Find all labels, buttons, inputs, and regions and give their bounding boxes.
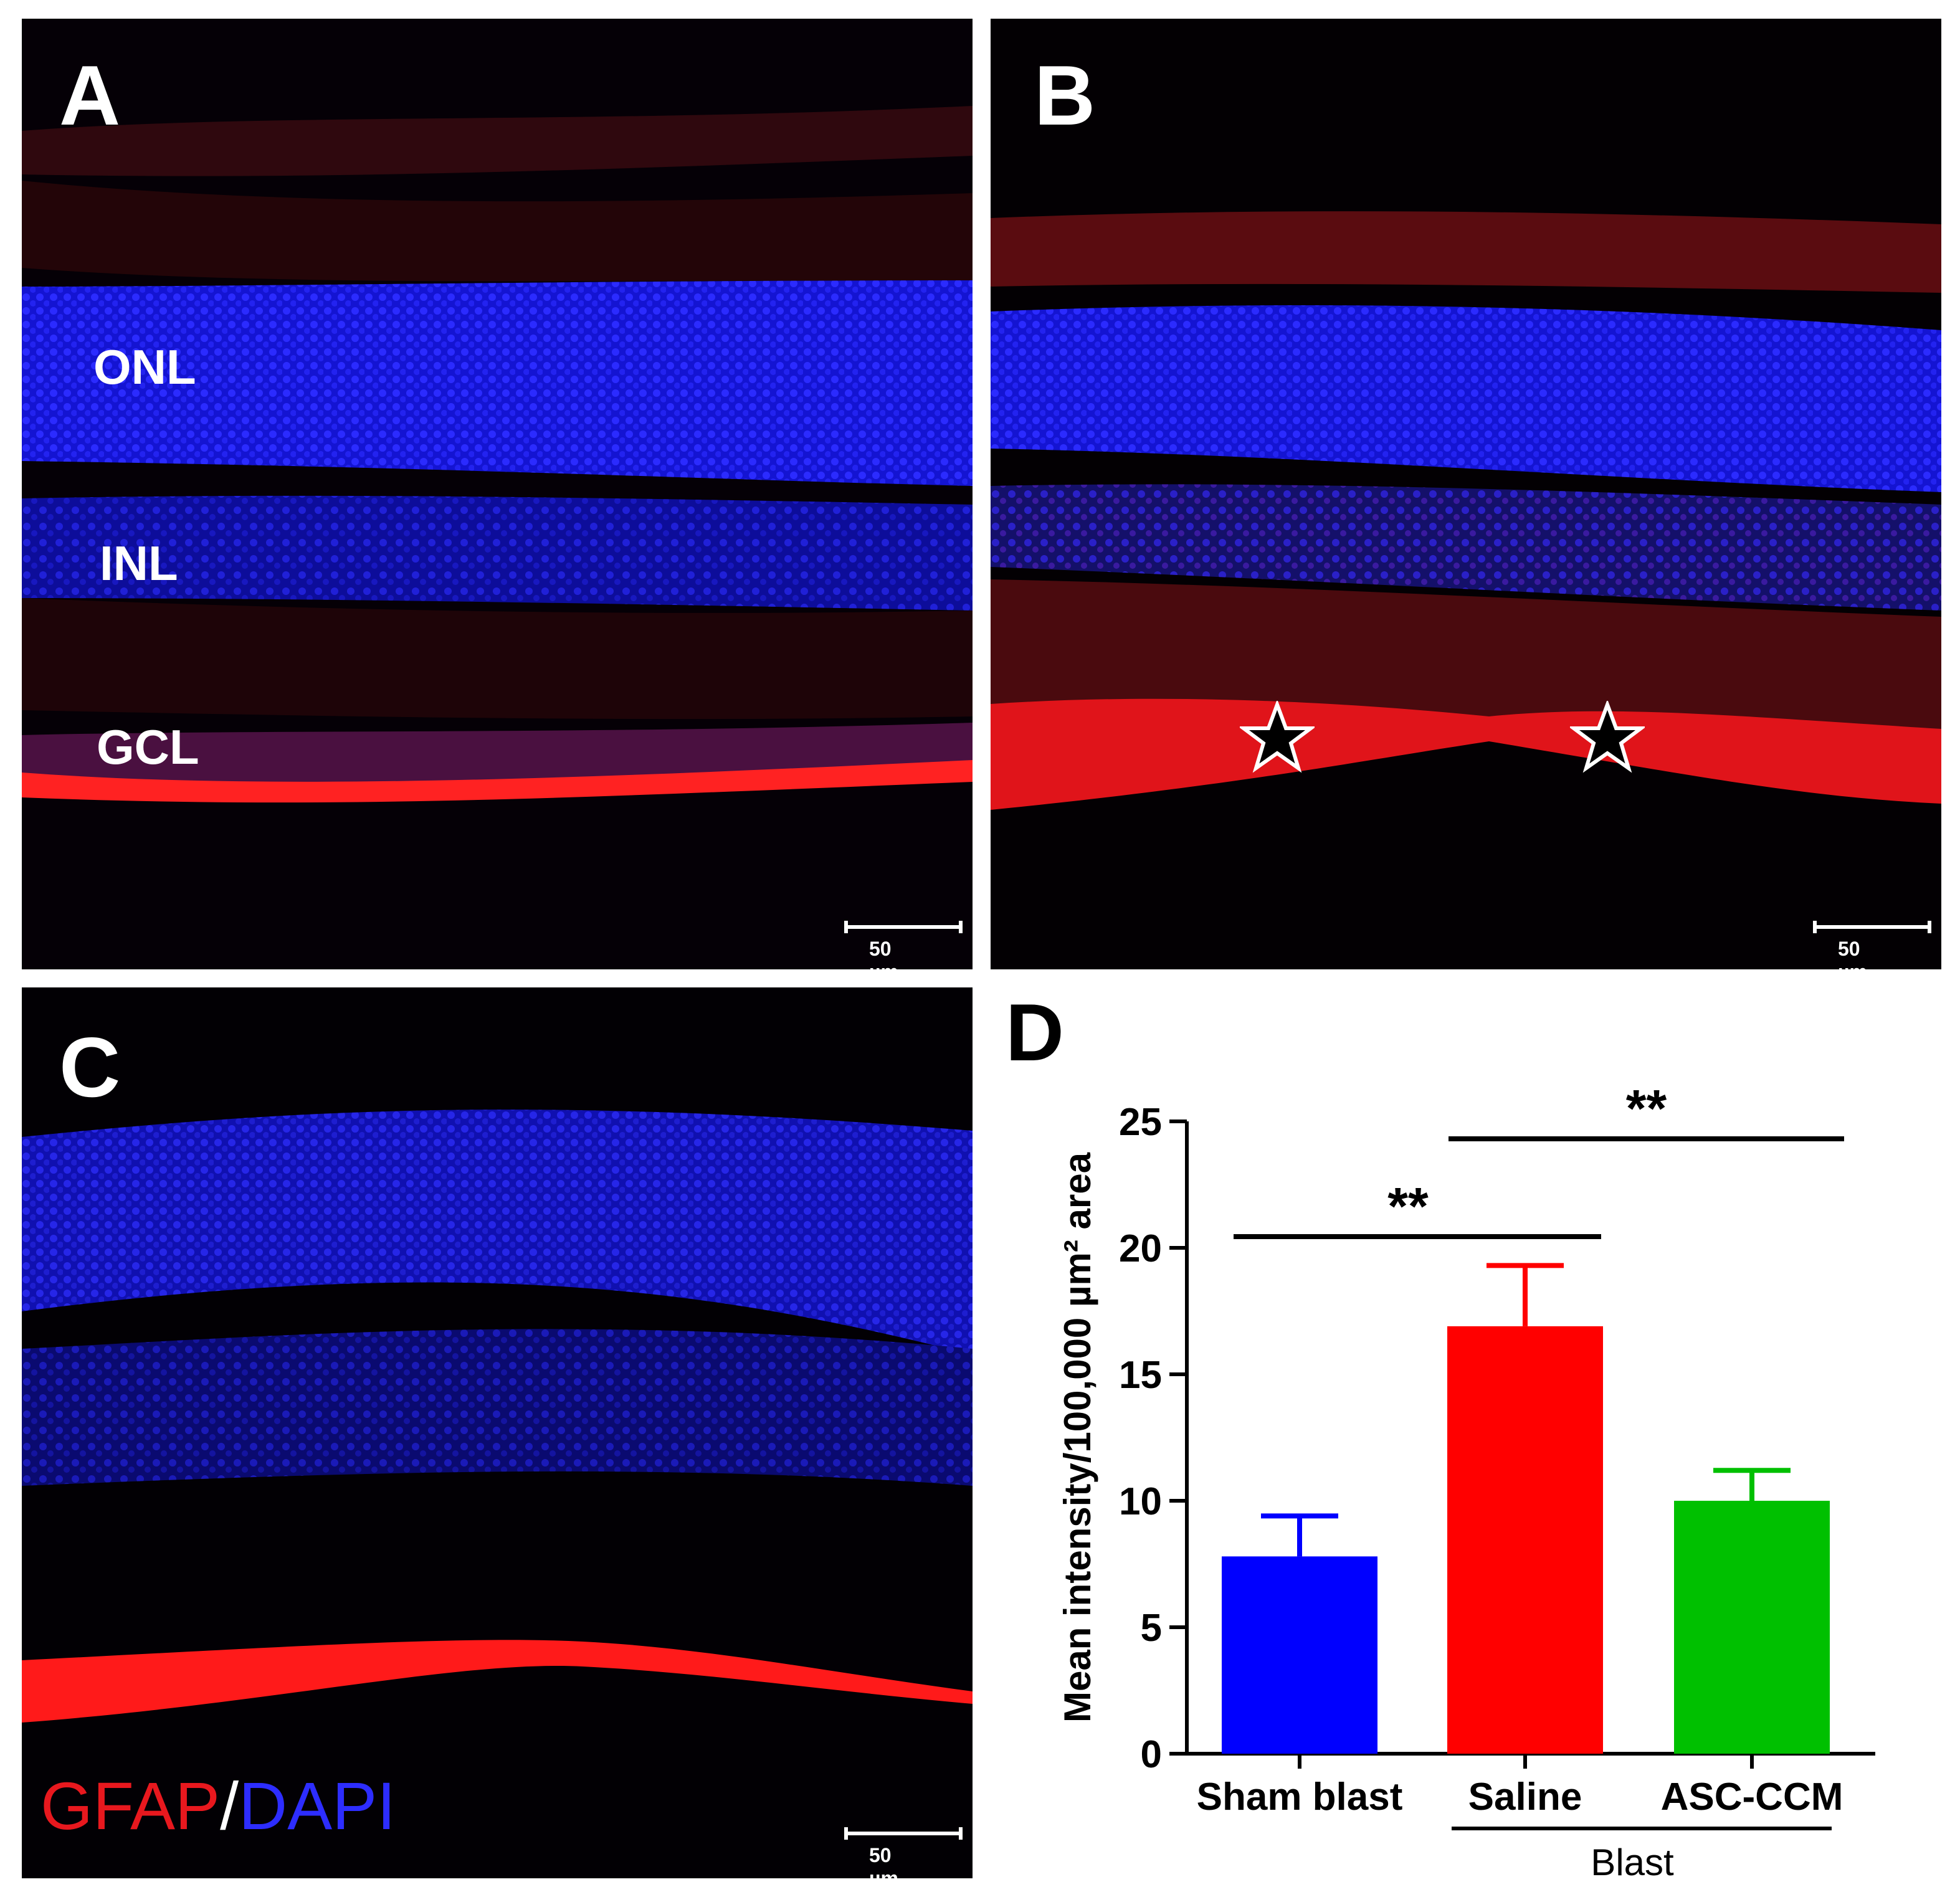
panel-letter-c: C: [59, 1020, 121, 1115]
x-tick-label: ASC-CCM: [1661, 1776, 1843, 1818]
bar-chart: 0 5 10 15 20 25 Mean intensity/100,000 µm² are…: [1057, 1079, 1875, 1883]
y-tick-label: 5: [1141, 1607, 1162, 1650]
y-tick-label: 10: [1119, 1480, 1162, 1523]
significance-label: **: [1387, 1177, 1429, 1235]
bar: [1447, 1326, 1603, 1754]
y-tick-label: 0: [1141, 1733, 1162, 1776]
scale-label: 50 µm: [1838, 938, 1867, 969]
retina-image-c: [22, 987, 973, 1878]
legend-dapi: DAPI: [239, 1768, 396, 1843]
group-label: Blast: [1591, 1842, 1674, 1883]
bar: [1674, 1501, 1830, 1754]
panel-letter-a: A: [59, 48, 121, 143]
star-marker: [1570, 701, 1645, 773]
panel-letter-b: B: [1034, 48, 1096, 143]
layer-label-inl: INL: [100, 536, 178, 591]
layer-label-gcl: GCL: [97, 720, 199, 774]
x-tick-label: Saline: [1468, 1776, 1582, 1818]
stain-legend: GFAP/DAPI: [40, 1772, 396, 1840]
scale-label: 50 µm: [869, 938, 898, 969]
legend-gfap: GFAP: [40, 1768, 221, 1843]
x-tick-label: Sham blast: [1197, 1776, 1403, 1818]
layer-label-onl: ONL: [93, 340, 196, 394]
micrograph-panel-b: B 50 µm: [991, 19, 1941, 969]
y-tick-label: 25: [1119, 1101, 1162, 1144]
scale-label: 50 µm: [869, 1844, 898, 1878]
bar: [1222, 1556, 1377, 1754]
legend-slash: /: [220, 1768, 239, 1843]
y-axis-label: Mean intensity/100,000 µm² area: [1057, 1152, 1098, 1723]
y-tick-label: 15: [1119, 1354, 1162, 1397]
significance-label: **: [1626, 1079, 1667, 1138]
y-tick-label: 20: [1119, 1227, 1162, 1270]
panel-letter-d: D: [1006, 987, 1064, 1078]
star-marker: [1240, 701, 1315, 773]
retina-image-b: [991, 19, 1941, 969]
micrograph-panel-a: A ONL INL GCL 50 µm: [22, 19, 973, 969]
retina-image-a: [22, 19, 973, 969]
micrograph-panel-c: C GFAP/DAPI 50 µm: [22, 987, 973, 1878]
